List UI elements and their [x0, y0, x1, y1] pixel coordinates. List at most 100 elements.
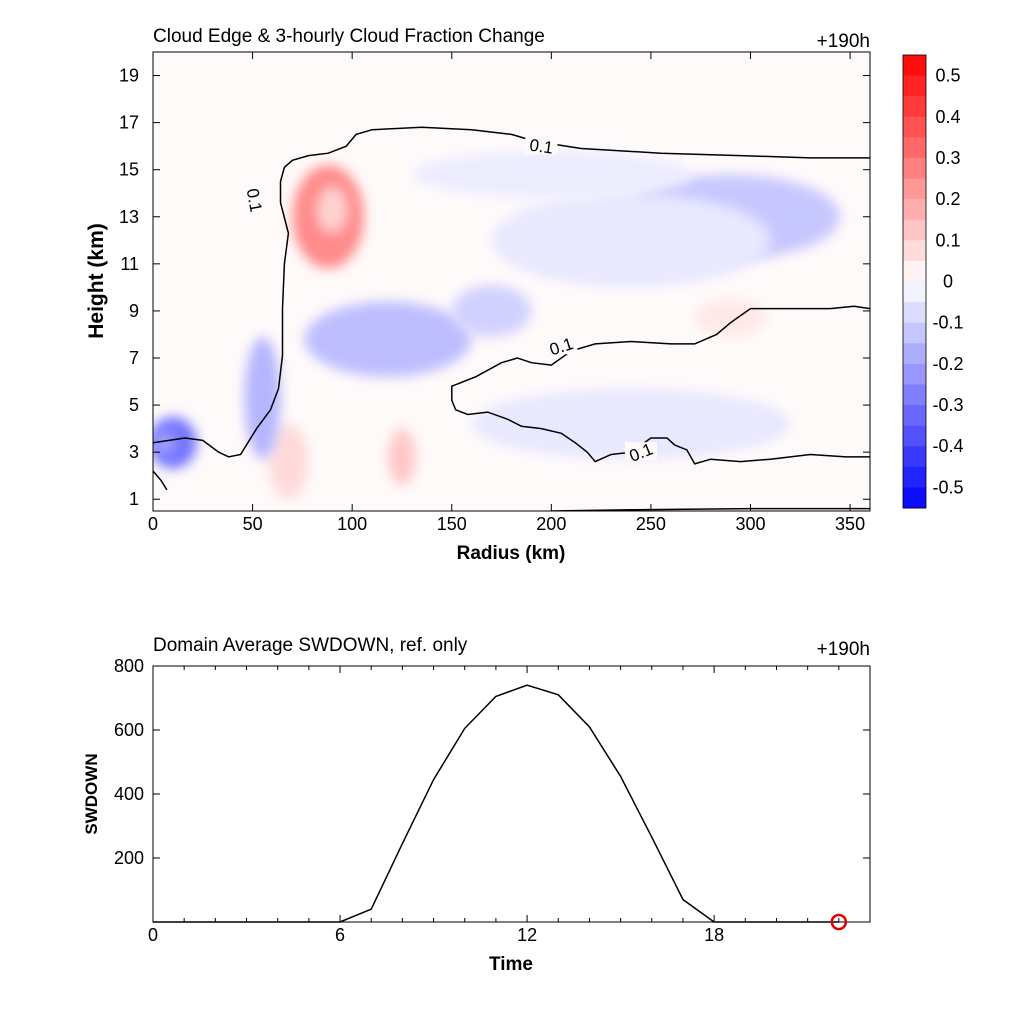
contour-label-bg: [238, 190, 271, 209]
colorbar-cell: [903, 322, 926, 344]
cloud-fraction-panel: 0.10.10.10.1 0 50 100 150 200 250 300 350 13579…: [85, 26, 871, 564]
colorbar-cell: [903, 199, 926, 221]
y-tick-label: 7: [129, 348, 139, 368]
bottom-y-axis: 200 400 600 800: [114, 656, 870, 868]
field-blob: [694, 299, 767, 337]
y-tick-label: 200: [114, 848, 144, 868]
bottom-time-label: +190h: [817, 639, 870, 660]
bottom-chart-title: Domain Average SWDOWN, ref. only: [153, 635, 468, 656]
contour-label: 0.1: [243, 187, 266, 214]
field-blob: [471, 388, 791, 460]
colorbar-label: -0.5: [932, 477, 963, 497]
bottom-plot-frame: [152, 665, 871, 923]
contour-label-bg: [525, 136, 558, 155]
x-tick-label: 100: [337, 514, 367, 534]
x-tick-label: 200: [536, 514, 566, 534]
colorbar-cell: [903, 260, 926, 282]
current-time-marker: [830, 913, 848, 931]
colorbar-cell: [903, 466, 926, 488]
top-x-axis: 0 50 100 150 200 250 300 350: [148, 52, 865, 534]
contour-labels: 0.10.10.10.1: [238, 136, 657, 466]
field-blob: [154, 430, 175, 455]
swdown-panel: 0 6 12 18 200 400 600 800 Domain Average SWDOW…: [82, 635, 871, 975]
x-tick-label: 150: [437, 514, 467, 534]
x-tick-label: 6: [335, 925, 345, 945]
top-y-axis-label: Height (km): [85, 223, 108, 339]
colorbar-labels: 0.5 0.4 0.3 0.2 0.1 0 -0.1 -0.2 -0.3 -0.4 -0.5: [932, 66, 963, 498]
colorbar-label: 0.1: [935, 230, 960, 250]
y-tick-label: 11: [120, 254, 139, 274]
colorbar-cell: [903, 302, 926, 324]
x-tick-label: 18: [704, 925, 724, 945]
colorbar-label: 0: [943, 272, 953, 292]
colorbar-cell: [903, 425, 926, 447]
field-blob: [491, 193, 771, 288]
y-tick-label: 3: [129, 442, 139, 462]
colorbar-cell: [903, 55, 926, 77]
top-plot-frame: [152, 51, 871, 512]
colorbar-frame: [902, 54, 927, 509]
field-blob: [388, 428, 416, 486]
x-tick-label: 300: [735, 514, 765, 534]
colorbar-cell: [903, 487, 926, 509]
top-time-label: +190h: [817, 31, 870, 52]
colorbar-cell: [903, 405, 926, 427]
colorbar-cell: [903, 157, 926, 180]
fraction-change-field: [153, 150, 841, 500]
colorbar-cell: [903, 240, 926, 262]
bottom-y-axis-label: SWDOWN: [82, 753, 101, 834]
colorbar-cell: [903, 116, 926, 138]
y-tick-label: 600: [114, 720, 144, 740]
colorbar-cell: [903, 343, 926, 365]
field-blob: [244, 336, 281, 460]
colorbar-cell: [903, 384, 926, 406]
contour-line: [153, 470, 168, 491]
x-tick-label: 12: [517, 925, 537, 945]
x-tick-label: 350: [835, 514, 865, 534]
colorbar-label: -0.2: [932, 354, 963, 374]
x-tick-label: 250: [636, 514, 666, 534]
contour-line: [551, 507, 870, 511]
colorbar-cell: [903, 281, 926, 303]
y-tick-label: 9: [129, 301, 139, 321]
y-tick-label: 400: [114, 784, 144, 804]
colorbar-cell: [903, 75, 926, 97]
contour-label-bg: [624, 442, 657, 461]
y-tick-label: 1: [129, 489, 139, 509]
y-tick-label: 5: [129, 395, 139, 415]
field-blob: [304, 301, 472, 377]
colorbar-cell: [903, 363, 926, 385]
x-tick-label: 0: [148, 925, 158, 945]
colorbar-label: -0.1: [932, 313, 963, 333]
colorbar-cell: [903, 446, 926, 468]
field-blob: [268, 423, 309, 500]
colorbar-cell: [903, 219, 926, 241]
colorbar-cell: [903, 178, 926, 200]
colorbar-cells: [903, 55, 926, 509]
field-blob: [451, 285, 532, 337]
colorbar-label: 0.5: [935, 66, 960, 86]
field-blob: [411, 150, 691, 198]
colorbar-label: 0.4: [935, 107, 960, 127]
y-tick-label: 17: [119, 113, 139, 133]
y-tick-label: 15: [119, 160, 139, 180]
colorbar-label: 0.3: [935, 148, 960, 168]
colorbar-label: -0.3: [932, 395, 963, 415]
x-tick-label: 0: [148, 514, 158, 534]
colorbar: 0.5 0.4 0.3 0.2 0.1 0 -0.1 -0.2 -0.3 -0.4 -0.5: [902, 54, 964, 509]
x-tick-label: 50: [243, 514, 263, 534]
top-chart-title: Cloud Edge & 3-hourly Cloud Fraction Cha…: [153, 26, 545, 47]
contour-label-bg: [545, 336, 578, 355]
y-tick-label: 19: [119, 66, 139, 86]
swdown-series-line: [153, 684, 839, 923]
colorbar-cell: [903, 96, 926, 118]
y-tick-label: 13: [119, 207, 139, 227]
colorbar-cell: [903, 137, 926, 159]
y-tick-label: 800: [114, 656, 144, 676]
contour-label: 0.1: [528, 136, 554, 158]
top-x-axis-label: Radius (km): [457, 543, 566, 564]
colorbar-label: 0.2: [935, 189, 960, 209]
bottom-x-axis-label: Time: [489, 954, 533, 975]
